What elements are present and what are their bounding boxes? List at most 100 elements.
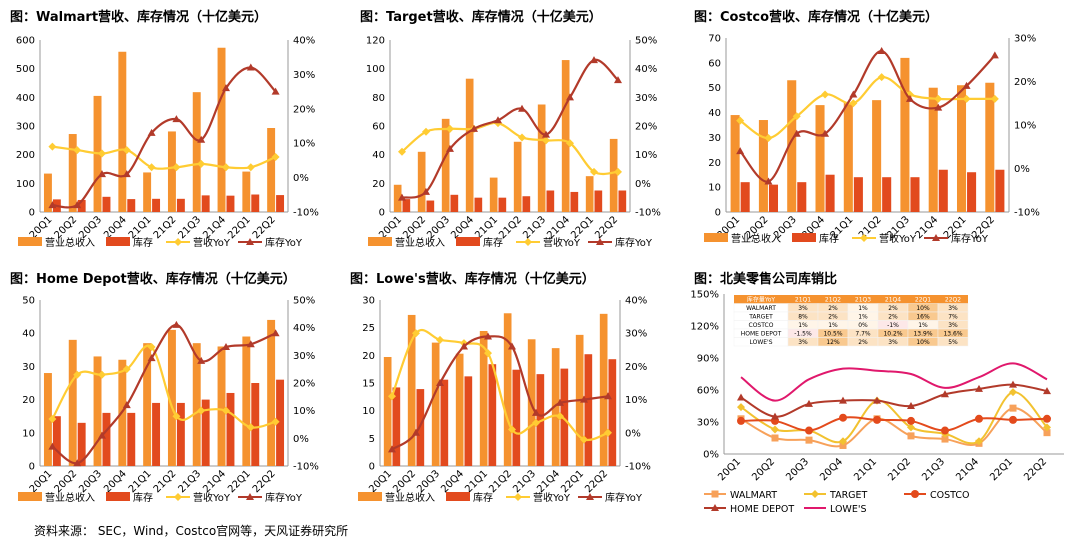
y-tick-label: 600 xyxy=(16,36,35,47)
y2-tick-label: 50% xyxy=(635,36,657,47)
inventory-bar xyxy=(740,182,750,212)
revenue-yoy-point xyxy=(246,163,255,172)
table-header-text: 21Q4 xyxy=(885,297,901,304)
revenue-yoy-point xyxy=(388,392,396,401)
x-tick-label: 21Q1 xyxy=(463,468,490,495)
revenue-bar xyxy=(900,57,910,213)
x-tick-label: 20Q2 xyxy=(750,456,777,483)
inventory-yoy-point xyxy=(246,340,255,348)
inventory-yoy-point xyxy=(122,401,131,409)
table-cell-text: 13.6% xyxy=(943,331,962,338)
revenue-yoy-point xyxy=(436,335,444,344)
y2-tick-label: 10% xyxy=(293,406,315,417)
table-cell-text: LOWE'S xyxy=(749,339,772,346)
table-cell-text: 3% xyxy=(948,305,958,312)
inventory-bar xyxy=(570,191,579,212)
legend-label: 库存YoY xyxy=(615,236,653,249)
revenue-yoy-point xyxy=(147,343,156,352)
legend-marker xyxy=(596,238,604,245)
revenue-yoy-point xyxy=(877,73,886,82)
x-tick-label: 20Q2 xyxy=(391,468,418,495)
inventory-bar xyxy=(251,194,260,212)
table-header-cell xyxy=(908,295,938,304)
inventory-yoy-point xyxy=(542,130,550,138)
table-cell-text: 5% xyxy=(948,339,958,346)
revenue-bar xyxy=(383,356,392,466)
revenue-yoy-point xyxy=(580,435,588,444)
revenue-bar xyxy=(599,313,608,466)
revenue-yoy-point xyxy=(446,124,454,133)
series-point xyxy=(975,437,983,446)
revenue-yoy-point xyxy=(412,329,420,338)
legend-label: 库存YoY xyxy=(951,232,989,245)
revenue-bar xyxy=(393,184,402,212)
y2-tick-label: 40% xyxy=(625,296,647,307)
chart-title: 图：北美零售公司库销比 xyxy=(694,272,838,287)
table-cell-text: 2% xyxy=(828,305,838,312)
series-point xyxy=(737,403,745,412)
y-tick-label: 30 xyxy=(22,362,35,373)
legend-label: 营业总收入 xyxy=(45,236,95,249)
table-header-text: 22Q1 xyxy=(915,297,931,304)
inventory-bar xyxy=(608,359,617,466)
series-point xyxy=(805,426,813,435)
inventory-yoy-point xyxy=(556,398,564,406)
table-cell-text: 13.9% xyxy=(913,331,932,338)
y2-tick-label: 30% xyxy=(293,351,315,362)
inventory-sales-ratio-panel: 图：北美零售公司库销比 0% 30% 60% 90% 120% 150% 20Q1 20Q2 2… xyxy=(684,262,1078,520)
y2-tick-label: -10% xyxy=(293,208,319,219)
y-tick-label: 100 xyxy=(366,64,385,75)
inventory-yoy-point xyxy=(508,342,516,350)
revenue-yoy-line xyxy=(739,76,995,140)
revenue-bar xyxy=(68,134,77,212)
x-tick-label: 20Q3 xyxy=(415,468,442,495)
revenue-bar xyxy=(441,118,450,212)
target-chart: 020406080100120-10%0%10%20%30%40%50%20Q1… xyxy=(366,36,661,250)
table-cell-text: 1% xyxy=(798,322,808,329)
revenue-bar xyxy=(730,115,740,212)
table-cell-text: 10% xyxy=(916,339,930,346)
series-line-3 xyxy=(740,383,1048,418)
series-line-1 xyxy=(740,391,1048,445)
legend-marker xyxy=(174,238,182,246)
revenue-yoy-point xyxy=(98,370,106,379)
source-note: 资料来源： SEC，Wind，Costco官网等，天风证券研究所 xyxy=(34,524,349,538)
legend-swatch xyxy=(446,492,470,501)
revenue-bar xyxy=(431,342,440,466)
x-tick-label: 20Q2 xyxy=(52,468,79,495)
series-point xyxy=(839,396,847,404)
revenue-bar xyxy=(758,120,768,212)
y-tick-label: 60% xyxy=(697,386,719,397)
y2-tick-label: -10% xyxy=(293,462,319,473)
table-header-text: 21Q1 xyxy=(795,297,811,304)
series-point xyxy=(1009,404,1017,412)
inventory-bar xyxy=(546,190,555,212)
legend-marker xyxy=(860,234,868,242)
revenue-bar xyxy=(503,313,512,466)
inventory-yoy-point xyxy=(934,103,943,111)
chart-title: 图：Costco营收、库存情况（十亿美元） xyxy=(694,10,939,25)
revenue-yoy-point xyxy=(532,418,540,427)
series-point xyxy=(805,436,813,444)
table-cell-text: 1% xyxy=(858,305,868,312)
y-tick-label: 30 xyxy=(362,296,375,307)
revenue-bar xyxy=(143,172,152,212)
revenue-bar xyxy=(192,343,201,466)
x-tick-label: 22Q2 xyxy=(583,468,610,495)
series-point xyxy=(1009,380,1017,388)
inventory-yoy-point xyxy=(877,47,886,55)
y2-tick-label: 30% xyxy=(625,329,647,340)
inventory-bar xyxy=(77,422,86,466)
inventory-yoy-point xyxy=(821,129,830,137)
inventory-yoy-point xyxy=(98,170,106,178)
legend-marker xyxy=(911,490,919,498)
y-tick-label: 20 xyxy=(362,351,375,362)
legend-label: 营收YoY xyxy=(879,232,917,245)
revenue-yoy-point xyxy=(736,116,745,125)
table-cell-text: 10.2% xyxy=(883,331,902,338)
revenue-yoy-point xyxy=(990,94,999,103)
table-cell-text: WALMART xyxy=(746,305,776,312)
inventory-bar xyxy=(201,195,210,212)
table-cell-text: 7% xyxy=(948,314,958,321)
